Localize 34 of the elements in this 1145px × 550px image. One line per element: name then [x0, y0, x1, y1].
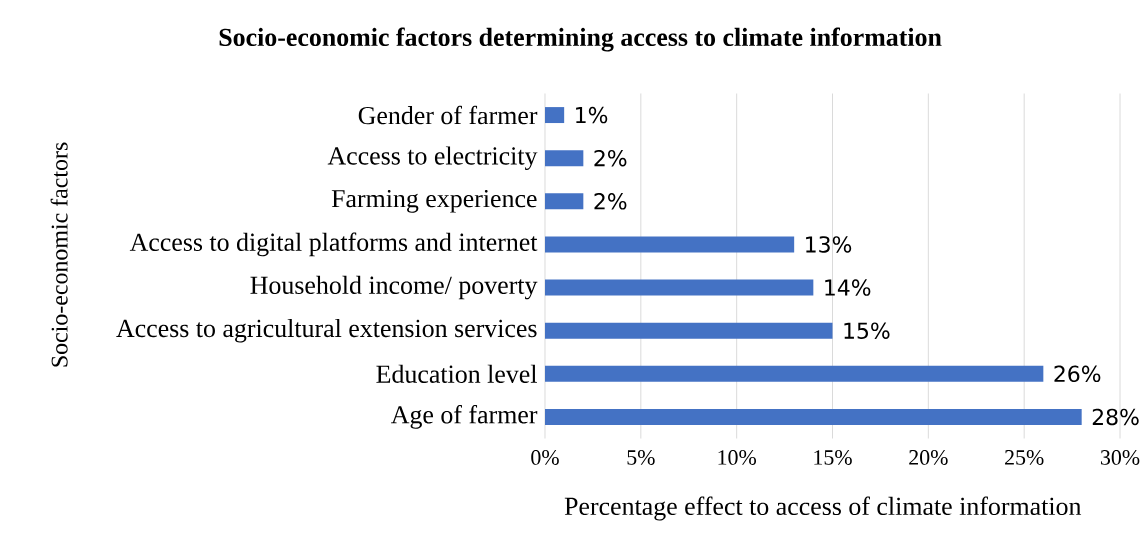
data-label: 2%: [594, 149, 627, 167]
y-tick-label: Education level: [376, 364, 537, 383]
data-label: 14%: [825, 279, 871, 296]
y-tick-label: Age of farmer: [391, 405, 538, 429]
data-label: 2%: [594, 193, 627, 210]
x-tick-label: 25%: [1005, 450, 1044, 465]
y-tick-label: Access to digital platforms and internet: [129, 232, 538, 257]
y-tick-label: Gender of farmer: [358, 105, 538, 125]
bar: [545, 365, 1044, 382]
data-label: 1%: [576, 106, 608, 124]
x-tick-label: 15%: [814, 450, 852, 465]
bar: [545, 408, 1082, 425]
data-label: 15%: [844, 322, 890, 339]
x-tick-label: 30%: [1100, 450, 1140, 465]
chart-title: Socio-economic factors determining access to climate information: [219, 27, 942, 52]
data-label: 26%: [1054, 365, 1101, 383]
x-tick-label: 10%: [718, 450, 757, 465]
bar: [545, 193, 584, 210]
bar: [545, 150, 584, 167]
data-label: 13%: [806, 236, 852, 253]
bar: [545, 322, 833, 339]
x-tick-label: 0%: [531, 450, 559, 465]
x-axis-title: Percentage effect to access of climate information: [564, 496, 1082, 521]
data-label: 28%: [1092, 408, 1139, 426]
bar: [545, 279, 814, 296]
x-tick-label: 20%: [909, 450, 948, 465]
y-axis-title: Socio-economic factors: [50, 142, 68, 367]
bar: [545, 236, 795, 253]
y-tick-label: Farming experience: [331, 189, 537, 213]
y-tick-label: Access to electricity: [327, 146, 538, 170]
y-tick-label: Household income/ poverty: [250, 275, 538, 300]
y-tick-label: Access to agricultural extension services: [116, 318, 537, 343]
bar: [545, 107, 565, 124]
x-tick-label: 5%: [627, 450, 655, 465]
